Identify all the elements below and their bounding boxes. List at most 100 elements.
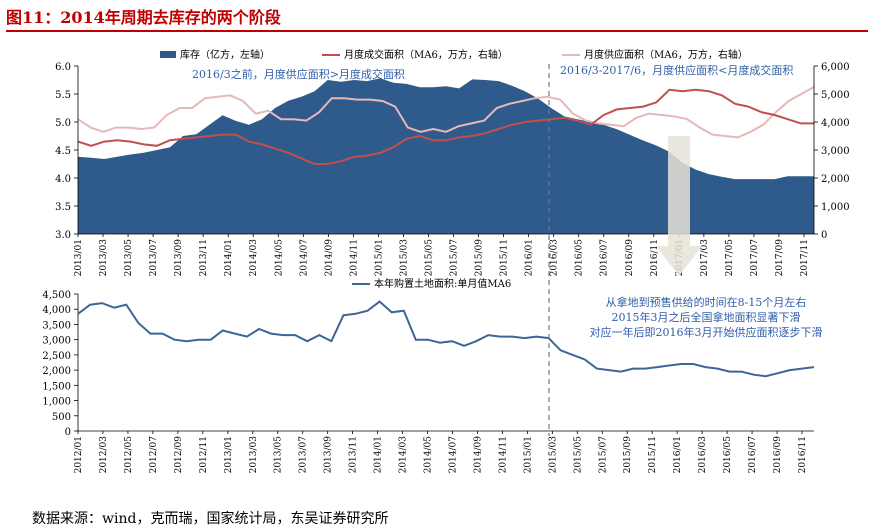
x-tick-label: 2015/11 [648, 436, 658, 473]
right-tick-label: 1,000 [821, 202, 850, 213]
x-tick-label: 2014/11 [349, 239, 359, 276]
overlay-annotations [548, 64, 702, 436]
x-tick-label: 2013/09 [324, 436, 334, 474]
x-tick-label: 2015/07 [450, 239, 460, 277]
x-tick-label: 2016/11 [650, 239, 660, 276]
annotation-after-2016-03: 2016/3-2017/6，月度供应面积<月度成交面积 [560, 63, 793, 77]
left-tick-label: 5.0 [55, 118, 71, 129]
left-tick-label: 3.5 [55, 202, 71, 213]
x-tick-label: 2014/01 [224, 239, 234, 276]
x-tick-label: 2013/05 [274, 436, 284, 474]
x-tick-label: 2012/03 [99, 436, 109, 474]
x-tick-label: 2014/03 [399, 436, 409, 474]
x-tick-label: 2012/01 [74, 436, 84, 473]
x-tick-label: 2015/09 [623, 436, 633, 474]
x-tick-label: 2014/05 [274, 239, 284, 277]
title-rule [6, 30, 868, 32]
x-tick-label: 2014/09 [324, 239, 334, 277]
y-tick-label: 1,000 [42, 397, 71, 408]
y-tick-label: 3,000 [42, 336, 71, 347]
x-tick-label: 2016/03 [550, 239, 560, 277]
x-tick-label: 2013/01 [74, 239, 84, 276]
right-tick-label: 6,000 [821, 62, 850, 73]
x-tick-label: 2013/07 [299, 436, 309, 474]
x-tick-label: 2017/11 [800, 239, 810, 276]
annotation-line: 对应一年后即2016年3月开始供应面积逐步下滑 [590, 325, 823, 339]
x-tick-label: 2014/05 [424, 436, 434, 474]
right-tick-label: 3,000 [821, 146, 850, 157]
x-tick-label: 2015/07 [598, 436, 608, 474]
x-tick-label: 2015/05 [573, 436, 583, 474]
x-tick-label: 2016/05 [723, 436, 733, 474]
x-tick-label: 2014/11 [498, 436, 508, 473]
x-tick-label: 2013/11 [349, 436, 359, 473]
x-tick-label: 2016/07 [748, 436, 758, 474]
x-tick-label: 2017/07 [750, 239, 760, 277]
x-tick-label: 2013/03 [99, 239, 109, 277]
x-tick-label: 2014/09 [473, 436, 483, 474]
left-tick-label: 5.5 [55, 90, 71, 101]
x-tick-label: 2012/07 [149, 436, 159, 474]
inventory-area [78, 78, 814, 234]
right-tick-label: 4,000 [821, 118, 850, 129]
x-tick-label: 2013/01 [224, 436, 234, 473]
y-tick-label: 500 [52, 412, 71, 423]
y-tick-label: 4,000 [42, 305, 71, 316]
x-tick-label: 2015/11 [500, 239, 510, 276]
x-tick-label: 2013/11 [199, 239, 209, 276]
legend-label-deal: 月度成交面积（MA6，万方，右轴） [344, 48, 508, 61]
x-tick-label: 2017/09 [775, 239, 785, 277]
left-tick-label: 6.0 [55, 62, 71, 73]
right-tick-label: 5,000 [821, 90, 850, 101]
x-tick-label: 2012/05 [124, 436, 134, 474]
legend-label-supply: 月度供应面积（MA6，万方，右轴） [584, 48, 748, 61]
y-tick-label: 0 [65, 427, 71, 438]
left-tick-label: 3.0 [55, 230, 71, 241]
supply-line [77, 86, 815, 139]
x-tick-label: 2014/01 [374, 436, 384, 473]
left-tick-label: 4.0 [55, 174, 71, 185]
right-tick-label: 0 [821, 230, 827, 241]
x-tick-label: 2016/01 [673, 436, 683, 473]
right-tick-label: 2,000 [821, 174, 850, 185]
source-note: 数据来源：wind，克而瑞，国家统计局，东吴证券研究所 [32, 511, 389, 527]
inventory-chart: 3.0 3.5 4.0 4.5 5.0 5.5 6.0 0 1,000 2,000 3,000 4,0… [55, 48, 850, 276]
x-tick-label: 2016/09 [773, 436, 783, 474]
down-arrow [656, 136, 702, 276]
x-tick-label: 2016/09 [625, 239, 635, 277]
left-tick-label: 4.5 [55, 146, 71, 157]
legend-label-land: 本年购置土地面积:单月值MA6 [374, 277, 511, 290]
y-tick-label: 2,500 [42, 351, 71, 362]
x-tick-label: 2014/03 [249, 239, 259, 277]
x-tick-label: 2012/11 [199, 436, 209, 473]
x-tick-label: 2013/05 [124, 239, 134, 277]
deal-line [77, 88, 814, 165]
x-tick-label: 2016/03 [698, 436, 708, 474]
x-tick-label: 2017/03 [700, 239, 710, 277]
x-tick-label: 2014/07 [299, 239, 309, 277]
x-tick-label: 2017/05 [725, 239, 735, 277]
x-tick-label: 2013/09 [174, 239, 184, 277]
y-tick-label: 3,500 [42, 320, 71, 331]
x-tick-label: 2013/07 [149, 239, 159, 277]
y-tick-label: 4,500 [42, 290, 71, 301]
x-tick-label: 2015/03 [399, 239, 409, 277]
annotation-line: 从拿地到预售供给的时间在8-15个月左右 [606, 295, 807, 309]
x-tick-label: 2015/05 [424, 239, 434, 277]
figure-title: 图11：2014年周期去库存的两个阶段 [6, 8, 281, 27]
y-tick-label: 1,500 [42, 381, 71, 392]
x-tick-label: 2016/11 [798, 436, 808, 473]
x-tick-label: 2015/01 [374, 239, 384, 276]
x-tick-label: 2015/03 [548, 436, 558, 474]
y-tick-label: 2,000 [42, 366, 71, 377]
x-tick-label: 2016/07 [600, 239, 610, 277]
x-tick-label: 2016/01 [525, 239, 535, 276]
legend-label-inventory: 库存（亿方，左轴） [180, 48, 270, 61]
land-area-line [77, 300, 815, 378]
annotation-line: 2015年3月之后全国拿地面积显著下滑 [612, 310, 801, 324]
land-area-chart: 0 500 1,000 1,500 2,000 2,500 3,000 3,500 4,000 4… [42, 277, 822, 473]
x-tick-label: 2016/05 [575, 239, 585, 277]
annotation-before-2016-03: 2016/3之前，月度供应面积>月度成交面积 [192, 67, 405, 81]
x-tick-label: 2015/09 [475, 239, 485, 277]
